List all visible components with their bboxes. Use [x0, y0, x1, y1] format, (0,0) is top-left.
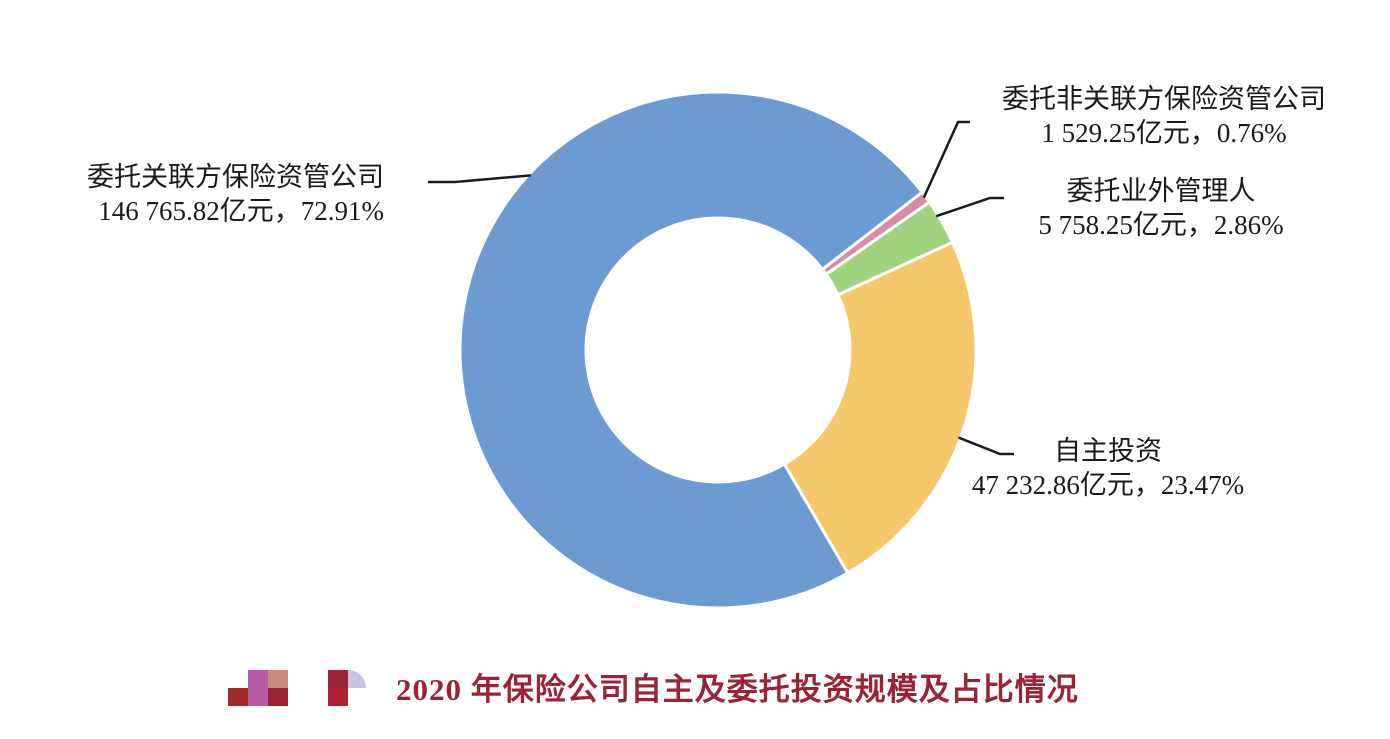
leader-line-non-affiliated	[922, 120, 970, 199]
caption-title: 2020 年保险公司自主及委托投资规模及占比情况	[396, 671, 1079, 707]
label-non-affiliated-name: 委托非关联方保险资管公司	[1002, 84, 1326, 114]
slice-self-investment	[782, 240, 978, 576]
label-non-affiliated-value: 1 529.25亿元，0.76%	[1041, 118, 1287, 148]
label-affiliated-value: 146 765.82亿元，72.91%	[98, 196, 384, 226]
slice-affiliated	[458, 90, 925, 610]
label-affiliated-name: 委托关联方保险资管公司	[87, 162, 384, 192]
leader-line-self-investment	[958, 436, 1014, 456]
label-external-manager-name: 委托业外管理人	[1066, 176, 1256, 206]
label-self-investment-value: 47 232.86亿元，23.47%	[971, 470, 1245, 500]
leader-line-affiliated	[428, 174, 531, 184]
label-non-affiliated: 委托非关联方保险资管公司 1 529.25亿元，0.76%	[964, 82, 1364, 150]
label-self-investment-name: 自主投资	[1054, 436, 1162, 466]
label-self-investment: 自主投资 47 232.86亿元，23.47%	[940, 434, 1276, 502]
figure-caption: 2020 年保险公司自主及委托投资规模及占比情况	[228, 664, 1079, 708]
label-external-manager: 委托业外管理人 5 758.25亿元，2.86%	[1008, 174, 1314, 242]
label-affiliated: 委托关联方保险资管公司 146 765.82亿元，72.91%	[28, 160, 384, 228]
leader-line-external-manager	[935, 196, 1004, 218]
label-external-manager-value: 5 758.25亿元，2.86%	[1038, 210, 1284, 240]
caption-decoration-icon	[228, 670, 366, 706]
